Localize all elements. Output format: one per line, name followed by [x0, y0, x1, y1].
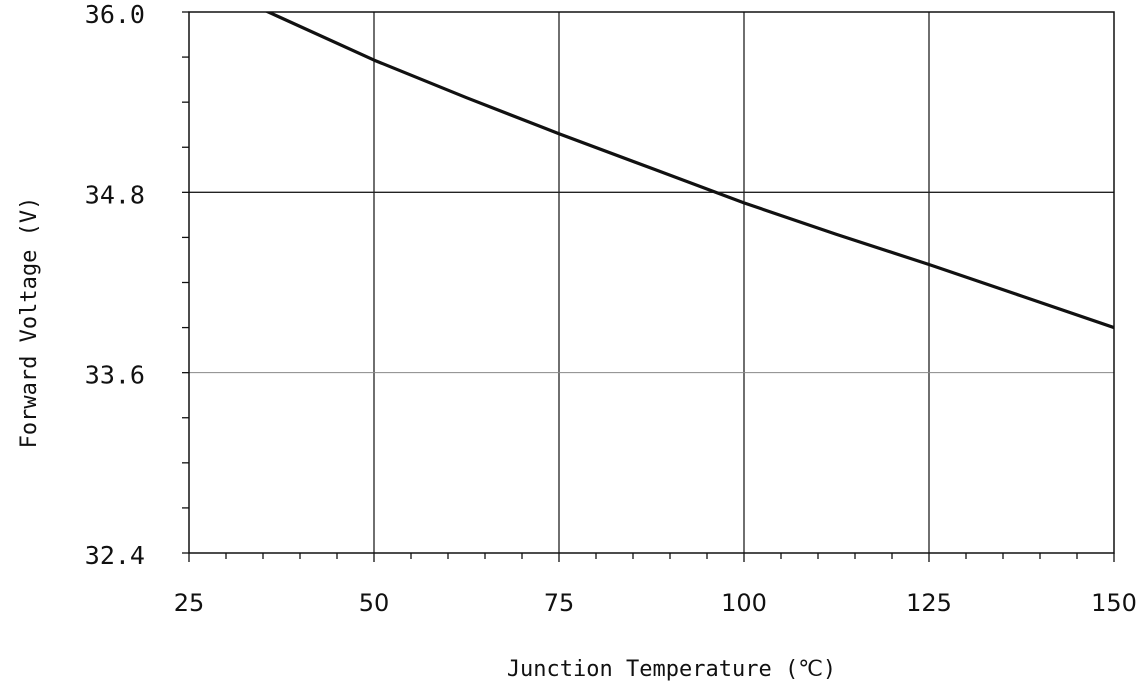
- y-tick-label: 32.4: [85, 541, 145, 570]
- y-tick-labels: 32.4 33.6 34.8 36.0: [85, 0, 145, 570]
- x-tick-label: 125: [906, 589, 952, 617]
- x-tick-label: 75: [544, 589, 575, 617]
- series-layer: [264, 12, 1114, 330]
- y-axis-title: Forward Voltage (V): [17, 197, 42, 449]
- series-line: [264, 12, 1114, 330]
- x-tick-labels: 25 50 75 100 125 150: [174, 589, 1137, 617]
- tick-marks: [182, 11, 1115, 562]
- x-tick-label: 150: [1091, 589, 1137, 617]
- plot-frame: [188, 11, 1115, 554]
- y-tick-label: 36.0: [85, 0, 145, 29]
- x-tick-label: 50: [359, 589, 390, 617]
- grid-lines: [189, 12, 1114, 553]
- x-tick-label: 25: [174, 589, 205, 617]
- y-tick-label: 34.8: [85, 180, 145, 209]
- y-tick-label: 33.6: [85, 361, 145, 390]
- x-tick-label: 100: [721, 589, 767, 617]
- x-axis-title: Junction Temperature (℃): [507, 657, 836, 682]
